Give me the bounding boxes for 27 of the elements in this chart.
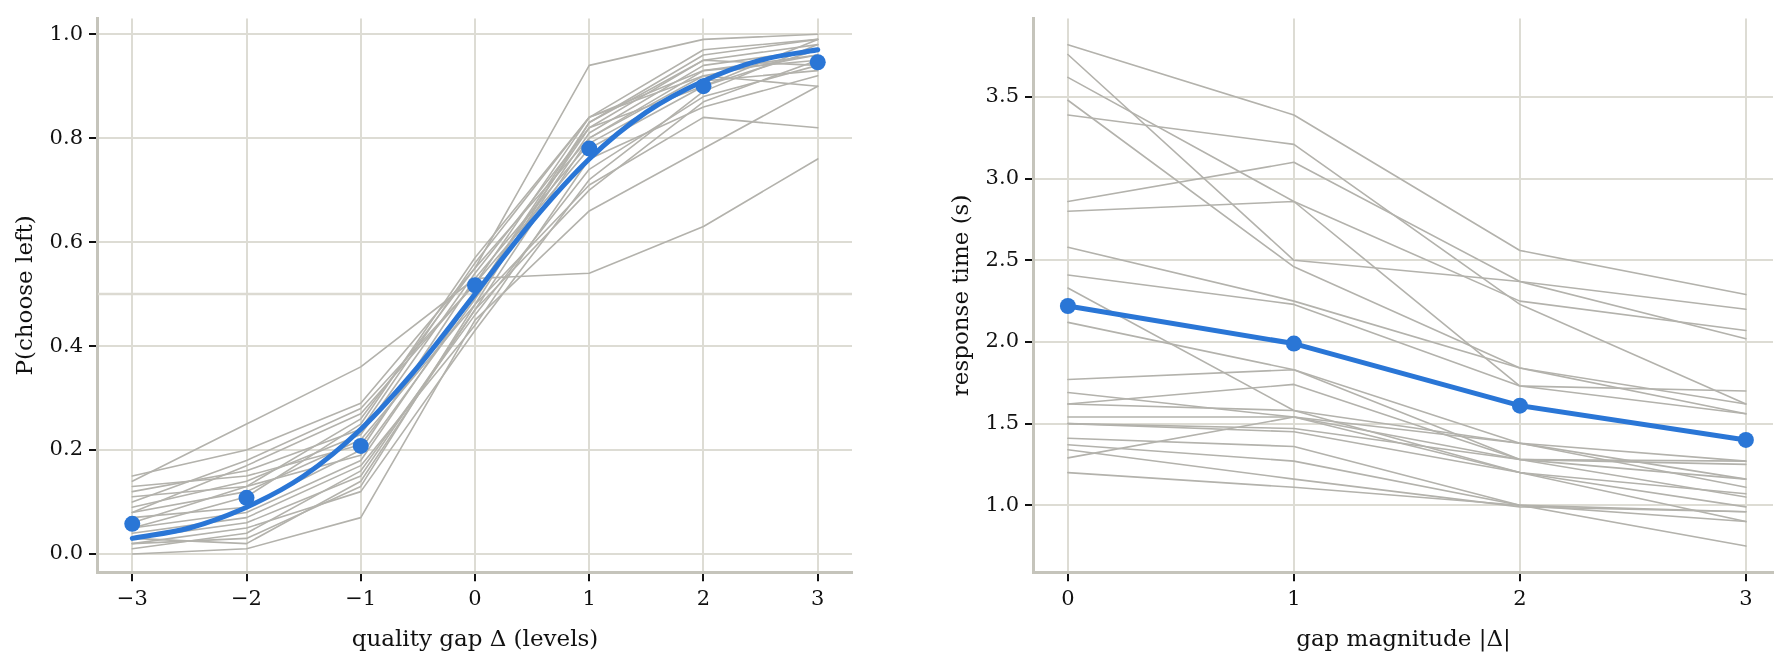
y-tick-label: 1.0 xyxy=(985,491,1019,516)
y-tick-label: 2.0 xyxy=(985,328,1019,353)
y-tick-label: 1.0 xyxy=(49,20,83,45)
y-axis-title: response time (s) xyxy=(946,194,973,397)
x-tick-label: −2 xyxy=(231,586,262,611)
y-tick-label: 1.5 xyxy=(985,410,1019,435)
x-tick-label: 1 xyxy=(582,586,596,611)
y-tick-label: 0.6 xyxy=(49,228,83,253)
x-tick-label: −3 xyxy=(116,586,148,611)
y-axis-title: P(choose left) xyxy=(10,215,37,376)
x-tick-label: −1 xyxy=(345,586,377,611)
x-tick-label: 3 xyxy=(811,586,825,611)
x-tick-label: 0 xyxy=(468,586,482,611)
x-axis-title: quality gap Δ (levels) xyxy=(351,625,599,652)
y-tick-label: 0.4 xyxy=(49,332,83,357)
x-tick-label: 2 xyxy=(696,586,711,611)
y-tick-label: 3.5 xyxy=(985,83,1019,108)
x-tick-label: 0 xyxy=(1061,586,1075,611)
y-tick-label: 0.0 xyxy=(49,540,83,565)
y-tick-label: 2.5 xyxy=(985,246,1019,271)
x-axis-title: gap magnitude |Δ| xyxy=(1296,625,1511,653)
x-tick-label: 2 xyxy=(1513,586,1527,611)
y-tick-label: 3.0 xyxy=(985,165,1019,190)
x-tick-label: 1 xyxy=(1287,586,1301,611)
x-tick-label: 3 xyxy=(1739,586,1753,611)
y-tick-label: 0.8 xyxy=(49,124,83,149)
y-tick-label: 0.2 xyxy=(49,436,83,461)
